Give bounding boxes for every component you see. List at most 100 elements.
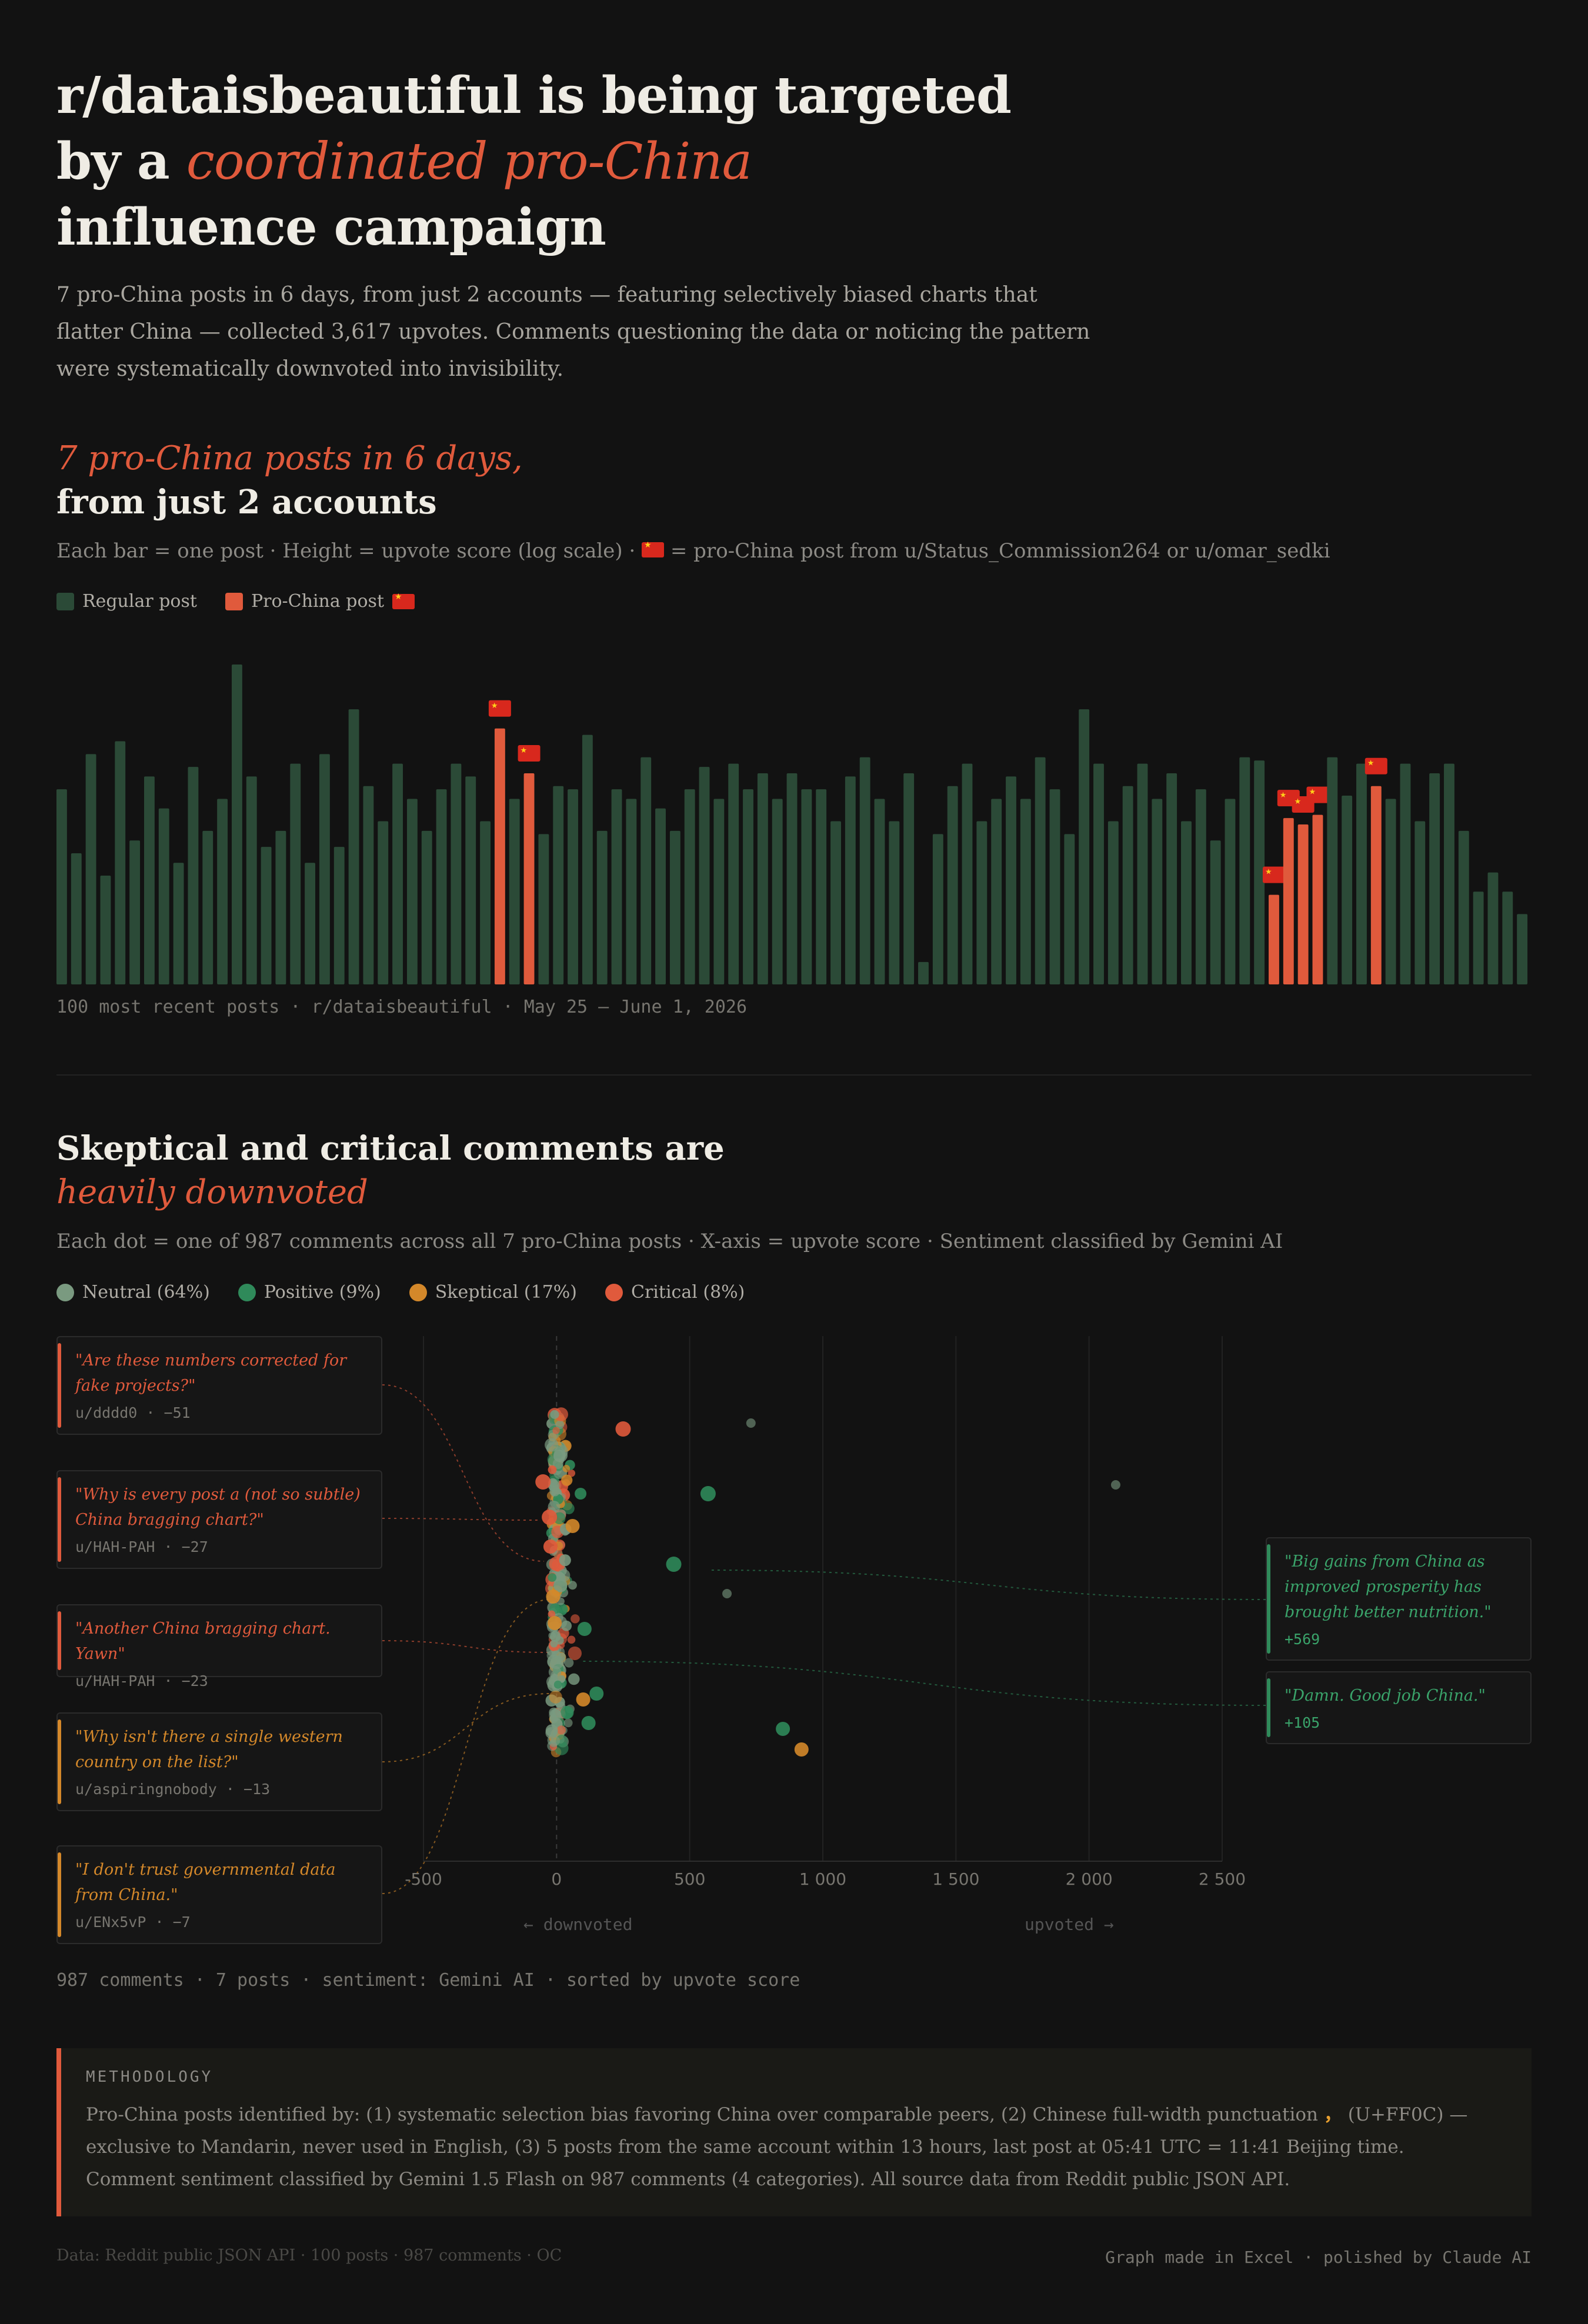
legend-china-swatch: [225, 592, 243, 610]
comment-dot-neutral: [722, 1589, 732, 1598]
bar-regular-post: [626, 799, 637, 984]
legend-neutral-dot: [56, 1283, 74, 1301]
legend-positive-label: Positive (9%): [263, 1282, 381, 1303]
callout-critical-3: "Another China bragging chart. Yawn" u/H…: [56, 1604, 382, 1689]
comment-dot: [548, 1465, 557, 1474]
comment-scatter-plot: -500 0 500 1 000 1 500 2 000 2 500: [382, 1336, 1266, 1894]
bar-regular-post: [918, 961, 929, 984]
bar-regular-post: [1006, 776, 1016, 984]
bar-regular-post: [816, 789, 827, 984]
comment-dot: [568, 1469, 576, 1477]
svg-text:★: ★: [1280, 791, 1287, 800]
china-flag-icon: [392, 592, 415, 609]
legend-critical: Critical (8%): [605, 1282, 745, 1303]
bar-regular-post: [202, 830, 213, 984]
legend-regular-label: Regular post: [82, 591, 197, 612]
china-flag-icon: ★: [1306, 786, 1329, 803]
bar-pro-china-post: [1370, 786, 1382, 984]
china-flag-icon: ★: [488, 700, 511, 717]
comment-dot: [545, 1438, 559, 1452]
bar-regular-post: [290, 763, 301, 984]
callout-leader-line: [382, 1599, 551, 1894]
title-line-3: influence campaign: [56, 198, 606, 257]
bar-regular-post: [684, 789, 695, 984]
comment-dot-neutral: [746, 1418, 756, 1428]
bar-regular-post: [406, 799, 418, 984]
comment-dot: [548, 1631, 556, 1640]
bar-pro-china-post: [1297, 824, 1309, 984]
bar-regular-post: [1414, 821, 1426, 984]
bar-regular-post: [85, 754, 96, 984]
bar-regular-post: [480, 821, 491, 984]
bar-regular-post: [1093, 763, 1104, 984]
bar-regular-post: [261, 847, 272, 984]
comment-dot: [548, 1573, 557, 1582]
bar-regular-post: [859, 757, 870, 984]
svg-text:★: ★: [521, 746, 528, 755]
callout-critical-1: "Are these numbers corrected for fake pr…: [56, 1336, 382, 1435]
bar-regular-post: [188, 767, 199, 984]
footer-source: Data: Reddit public JSON API · 100 posts…: [56, 2246, 562, 2265]
methodology-label: METHODOLOGY: [86, 2068, 213, 2086]
callout-quote: "Are these numbers corrected for fake pr…: [75, 1351, 347, 1395]
bar-regular-post: [363, 786, 374, 984]
comment-dot: [548, 1478, 558, 1488]
comment-dot-positive: [776, 1722, 790, 1736]
callout-quote: "Another China bragging chart. Yawn": [75, 1620, 331, 1663]
callout-meta: u/HAH-PAH · −23: [75, 1672, 208, 1689]
comment-dot: [561, 1474, 573, 1486]
callout-meta: +105: [1285, 1714, 1320, 1731]
bar-pro-china-post: [1283, 818, 1294, 984]
bar-regular-post: [728, 763, 739, 984]
callout-meta: u/ENx5vP · −7: [75, 1914, 191, 1931]
china-flag-icon: ★: [1365, 757, 1387, 774]
bar-regular-post: [1122, 786, 1133, 984]
bar-regular-post: [319, 754, 330, 984]
bar-regular-post: [669, 830, 680, 984]
comment-dot: [558, 1675, 566, 1683]
callout-skeptical-2: "I don't trust governmental data from Ch…: [56, 1845, 382, 1944]
bar-regular-post: [786, 773, 798, 984]
legend-regular-swatch: [56, 592, 74, 610]
comment-dot: [550, 1640, 558, 1648]
comment-dot-skeptical: [546, 1590, 561, 1604]
comment-dot: [552, 1427, 560, 1434]
legend-china-label: Pro-China post: [251, 591, 385, 612]
upvoted-hint: upvoted →: [1025, 1915, 1114, 1934]
callout-positive-1: "Big gains from China as improved prospe…: [1266, 1537, 1532, 1661]
bar-regular-post: [1487, 872, 1499, 984]
comment-dot-positive: [581, 1716, 596, 1730]
comment-dot: [550, 1736, 561, 1746]
section2-heading: Skeptical and critical comments are: [56, 1129, 725, 1168]
bar-regular-post: [611, 789, 622, 984]
title-line-2: by a coordinated pro-China: [56, 136, 752, 188]
bar-regular-post: [421, 830, 432, 984]
bar-regular-post: [538, 834, 549, 984]
bar-regular-post: [1107, 821, 1119, 984]
bar-regular-post: [1502, 891, 1513, 984]
comment-dot-critical: [615, 1421, 631, 1437]
subtitle-part-a: Each bar = one post · Height = upvote sc…: [56, 539, 642, 563]
china-flag-icon: ★: [1262, 866, 1285, 883]
x-tick-label: 2 500: [1199, 1869, 1246, 1889]
section2-subtitle: Each dot = one of 987 comments across al…: [56, 1230, 1283, 1253]
comment-dot: [549, 1708, 562, 1722]
footer-credit: Graph made in Excel · polished by Claude…: [1105, 2248, 1532, 2267]
bar-regular-post: [640, 757, 652, 984]
methodology-text-b: (U+FF0C) — exclusive to Mandarin, never …: [86, 2104, 1468, 2190]
downvoted-hint: ← downvoted: [523, 1915, 633, 1934]
bar-regular-post: [962, 763, 973, 984]
sentiment-legend: Neutral (64%) Positive (9%) Skeptical (1…: [56, 1282, 745, 1303]
bar-regular-post: [874, 799, 885, 984]
svg-text:★: ★: [1295, 797, 1302, 806]
bar-regular-post: [845, 776, 856, 984]
bar-regular-post: [1035, 757, 1046, 984]
comment-dot: [548, 1610, 556, 1618]
comment-dot-skeptical: [794, 1742, 809, 1757]
bar-regular-post: [129, 840, 141, 984]
title-prefix: by a: [56, 132, 186, 191]
bar-regular-post: [333, 847, 345, 984]
comment-dot-positive: [577, 1622, 592, 1636]
comment-dot: [567, 1635, 576, 1644]
bar-regular-post: [1458, 830, 1469, 984]
